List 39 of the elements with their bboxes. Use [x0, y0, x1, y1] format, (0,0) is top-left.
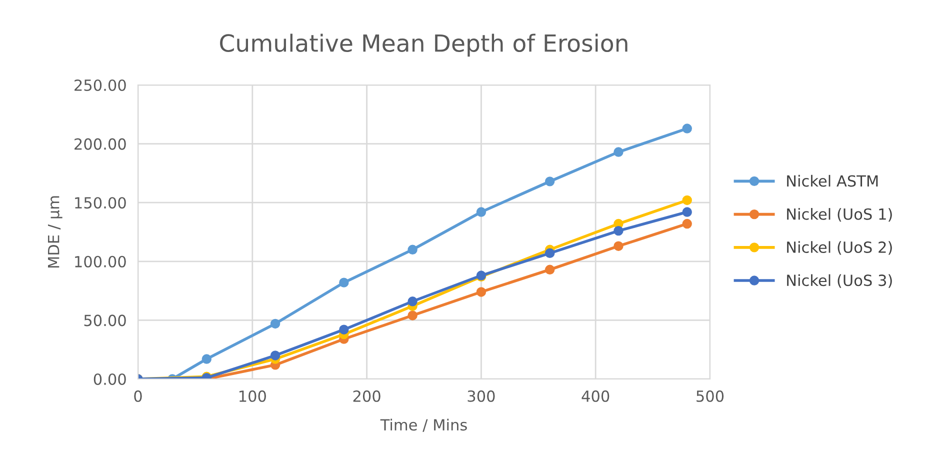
point [339, 324, 349, 334]
legend-label: Nickel ASTM [787, 174, 878, 187]
point [544, 176, 555, 186]
point [476, 287, 486, 297]
x-tick-label: 400 [582, 390, 610, 402]
point [202, 354, 212, 364]
point [682, 218, 692, 229]
point [544, 264, 555, 274]
x-tick-label: 500 [696, 390, 724, 402]
point [614, 241, 624, 251]
chart-title: Cumulative Mean Depth of Erosion [220, 34, 628, 57]
y-tick-label: 0.00 [94, 373, 126, 386]
y-tick-label: 50.00 [84, 314, 126, 326]
point [408, 244, 418, 254]
x-tick-label: 200 [353, 390, 380, 402]
point [614, 147, 624, 157]
y-tick-label: 250.00 [74, 79, 126, 92]
point [408, 296, 418, 306]
x-axis-title: Time / Mins [380, 418, 467, 432]
point [270, 350, 280, 360]
y-tick-label: 200.00 [74, 138, 126, 150]
legend-label: Nickel (UoS 3) [787, 274, 892, 288]
point [544, 248, 555, 258]
y-tick-label: 150.00 [75, 197, 126, 209]
legend-label: Nickel (UoS 1) [787, 208, 892, 222]
point [339, 278, 349, 288]
point [476, 207, 486, 217]
x-tick-label: 100 [239, 390, 266, 402]
x-tick-label: 300 [468, 390, 495, 402]
y-tick-label: 100.00 [75, 256, 126, 268]
y-axis-title: MDE / µm [48, 196, 62, 268]
point [270, 318, 280, 329]
legend-label: Nickel (UoS 2) [787, 241, 892, 255]
point [614, 226, 624, 236]
point [682, 124, 692, 134]
point [408, 310, 418, 320]
point [682, 207, 692, 217]
x-tick-label: 0 [134, 390, 142, 402]
point [682, 195, 692, 206]
